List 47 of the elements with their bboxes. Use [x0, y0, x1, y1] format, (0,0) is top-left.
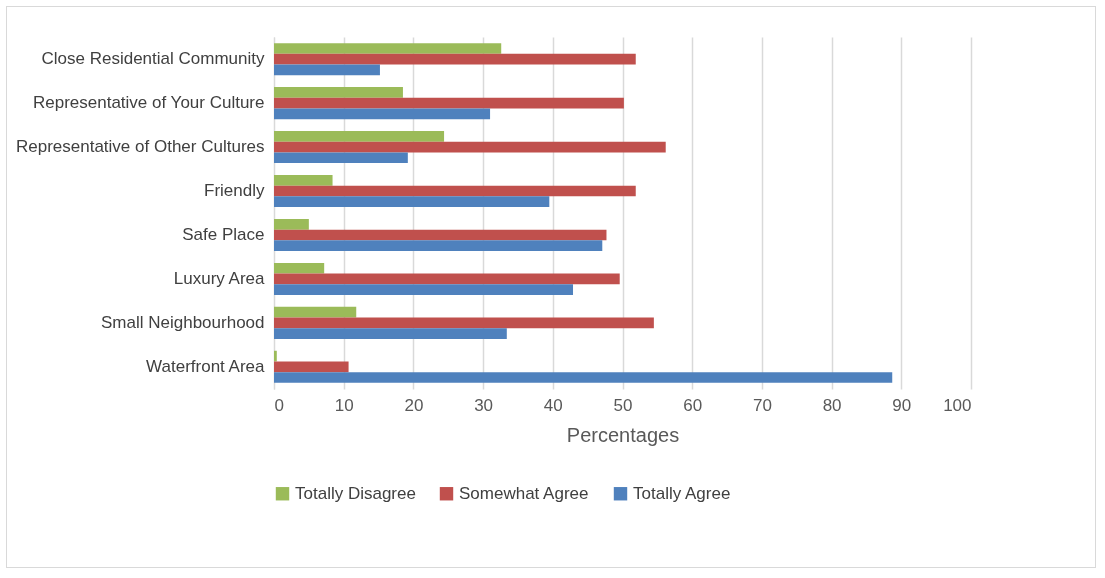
y-tick-label: Safe Place [182, 224, 265, 244]
bar [274, 196, 550, 208]
y-tick-label: Small Neighbourhood [101, 312, 265, 332]
bar [274, 240, 603, 252]
bar [274, 87, 403, 98]
x-tick-label: 60 [683, 395, 703, 415]
bar [274, 372, 893, 383]
x-tick-label: 20 [404, 395, 424, 415]
bar [274, 218, 309, 230]
bar [274, 174, 333, 186]
bar [274, 229, 607, 241]
legend-label: Totally Disagree [295, 483, 416, 503]
bar [274, 152, 408, 164]
bar [274, 284, 574, 295]
x-tick-label: 0 [274, 395, 284, 415]
bar [274, 350, 277, 362]
bar [274, 141, 666, 153]
y-tick-label: Close Residential Community [41, 49, 265, 69]
y-tick-label: Friendly [204, 181, 265, 201]
y-tick-label: Representative of Other Cultures [15, 137, 265, 157]
bar [274, 317, 654, 329]
y-tick-label: Luxury Area [173, 268, 266, 288]
bar [274, 262, 325, 274]
x-tick-label: 70 [752, 395, 772, 415]
bar [274, 273, 620, 285]
legend-label: Somewhat Agree [459, 483, 589, 503]
x-axis-title: Percentages [566, 423, 680, 446]
x-tick-label: 50 [613, 395, 633, 415]
legend-label: Totally Agree [633, 483, 731, 503]
bar [274, 97, 624, 109]
bar [274, 306, 357, 318]
x-tick-label: 10 [334, 395, 354, 415]
bar [274, 53, 636, 65]
x-tick-label: 40 [543, 395, 563, 415]
x-tick-label: 90 [892, 395, 912, 415]
bar [274, 185, 636, 197]
y-tick-label: Waterfront Area [146, 356, 266, 376]
bar [274, 328, 507, 339]
bar [274, 361, 349, 373]
x-tick-label: 30 [474, 395, 494, 415]
y-tick-label: Representative of Your Culture [32, 93, 265, 113]
x-tick-label: 80 [822, 395, 842, 415]
bar [274, 108, 491, 120]
x-tick-label: 100 [943, 395, 972, 415]
bar [274, 43, 502, 54]
bar [274, 131, 445, 142]
bar [274, 64, 380, 76]
